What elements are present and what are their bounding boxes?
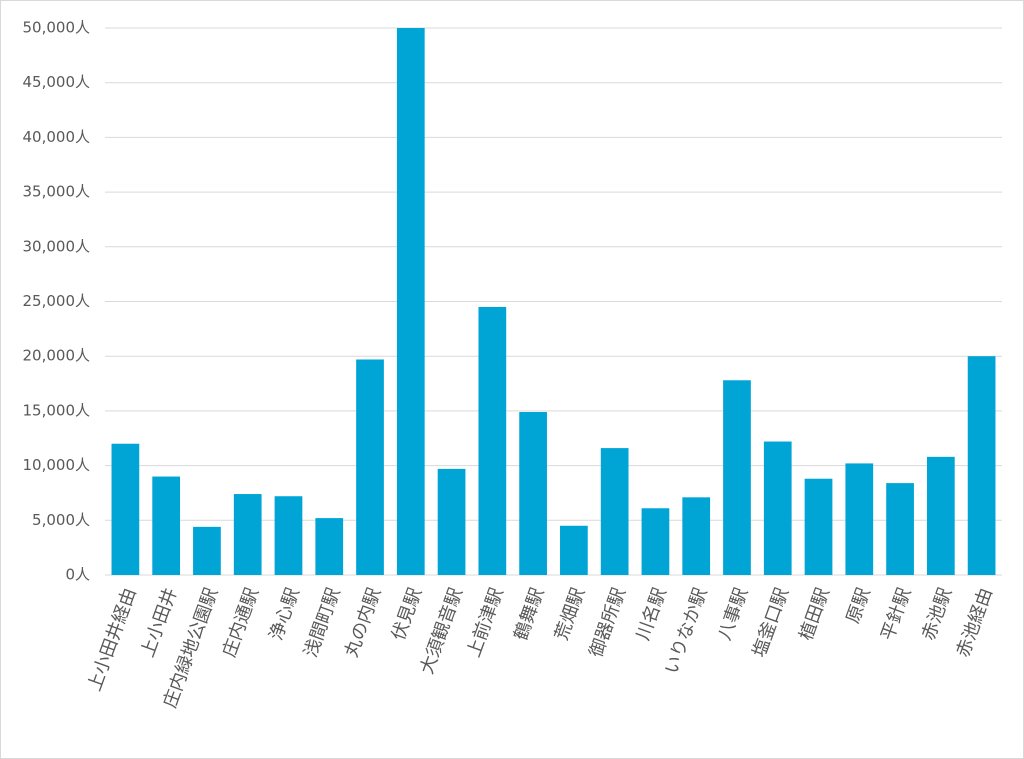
bar bbox=[478, 306, 507, 575]
bar bbox=[560, 525, 588, 575]
y-tick-label: 10,000人 bbox=[23, 456, 91, 474]
bar bbox=[967, 356, 996, 575]
bar bbox=[723, 380, 751, 575]
y-tick-label: 45,000人 bbox=[23, 73, 91, 91]
y-tick-label: 50,000人 bbox=[23, 19, 91, 37]
bar bbox=[315, 518, 344, 575]
bar bbox=[152, 476, 181, 575]
y-tick-label: 15,000人 bbox=[23, 401, 91, 419]
bar bbox=[926, 456, 955, 575]
bar bbox=[886, 483, 914, 575]
bar bbox=[804, 478, 833, 575]
y-tick-label: 20,000人 bbox=[23, 347, 91, 365]
bar bbox=[641, 508, 670, 575]
bar bbox=[233, 494, 262, 575]
bar bbox=[519, 411, 547, 575]
bar bbox=[763, 441, 792, 575]
bar bbox=[600, 448, 629, 575]
y-tick-label: 0人 bbox=[65, 566, 90, 584]
bar bbox=[356, 359, 384, 575]
y-tick-label: 35,000人 bbox=[23, 183, 91, 201]
y-tick-label: 5,000人 bbox=[32, 511, 90, 529]
bar bbox=[682, 497, 711, 575]
bar bbox=[845, 463, 874, 575]
y-tick-label: 40,000人 bbox=[23, 128, 91, 146]
bar bbox=[396, 28, 425, 575]
bar bbox=[111, 443, 140, 575]
bar bbox=[274, 496, 303, 575]
y-tick-label: 25,000人 bbox=[23, 292, 91, 310]
bar bbox=[437, 468, 466, 575]
y-tick-label: 30,000人 bbox=[23, 237, 91, 255]
bar bbox=[193, 526, 221, 575]
